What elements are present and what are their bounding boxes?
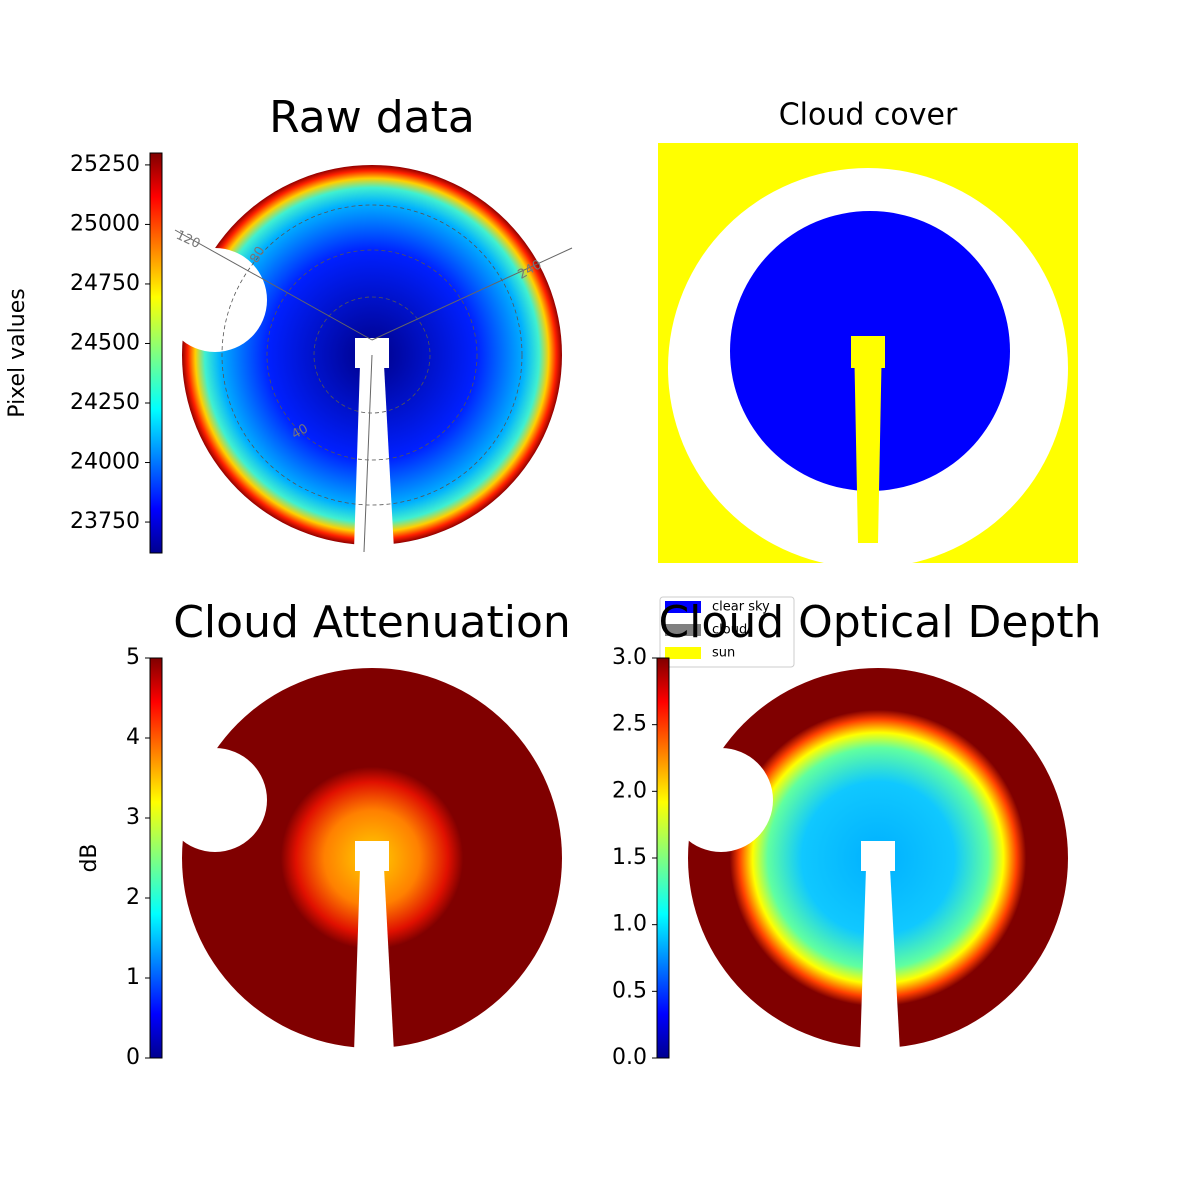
panel-title: Cloud cover: [779, 98, 958, 133]
colorbar-tick-label: 3.0: [612, 645, 647, 670]
notch: [163, 748, 267, 852]
polar-grid: [313, 296, 431, 414]
colorbar-tick-label: 5: [126, 645, 140, 670]
colorbar-tick-label: 24250: [70, 390, 140, 415]
colorbar-tick-label: 1: [126, 965, 140, 990]
legend-swatch: [665, 647, 701, 659]
polar-grid: [221, 204, 523, 506]
sun-region: [854, 338, 882, 543]
polar-label: 80: [247, 244, 268, 266]
legend-swatch: [665, 624, 701, 636]
colorbar-tick-label: 24500: [70, 330, 140, 355]
colorbar: [149, 657, 163, 1059]
polar-spoke: [363, 354, 373, 553]
colorbar-label: Pixel values: [5, 288, 30, 417]
colorbar-tick-label: 23750: [70, 509, 140, 534]
colorbar-tick-label: 4: [126, 725, 140, 750]
mask-center: [861, 841, 895, 871]
polar-label: 120: [174, 228, 203, 252]
legend: clear sky cloud sun: [659, 596, 795, 668]
colorbar-tick-label: 1.5: [612, 845, 647, 870]
notch: [669, 748, 773, 852]
colorbar-tick-label: 24750: [70, 271, 140, 296]
legend-label: sun: [712, 646, 735, 661]
legend-label: cloud: [712, 623, 747, 638]
mask-strip: [354, 868, 394, 1053]
polar-label: 40: [289, 421, 311, 442]
notch: [163, 248, 267, 352]
colorbar-tick-label: 0.0: [612, 1045, 647, 1070]
colorbar-tick-label: 2: [126, 885, 140, 910]
mask-strip: [860, 868, 900, 1053]
colorbar-tick-label: 25250: [70, 152, 140, 177]
colorbar-tick-label: 25000: [70, 211, 140, 236]
colorbar-tick-label: 2.5: [612, 712, 647, 737]
panel-title: Cloud Optical Depth: [658, 597, 1101, 648]
mask-center: [355, 841, 389, 871]
colorbar-tick-label: 24000: [70, 450, 140, 475]
colorbar-tick-label: 1.0: [612, 912, 647, 937]
colorbar-label: dB: [77, 843, 102, 872]
legend-label: clear sky: [712, 600, 770, 615]
colorbar: [656, 657, 670, 1059]
colorbar-tick-label: 2.0: [612, 778, 647, 803]
polar-spoke: [174, 229, 373, 341]
polar-grid: [266, 249, 478, 461]
mask-strip: [354, 365, 394, 550]
colorbar-tick-label: 3: [126, 805, 140, 830]
panel-title: Cloud Attenuation: [173, 597, 571, 648]
legend-swatch: [665, 601, 701, 613]
colorbar: [149, 152, 163, 554]
polar-spoke: [371, 247, 573, 341]
sun-region: [851, 336, 885, 368]
colorbar-tick-label: 0.5: [612, 978, 647, 1003]
colorbar-tick-label: 0: [126, 1045, 140, 1070]
panel-title: Raw data: [269, 92, 475, 143]
